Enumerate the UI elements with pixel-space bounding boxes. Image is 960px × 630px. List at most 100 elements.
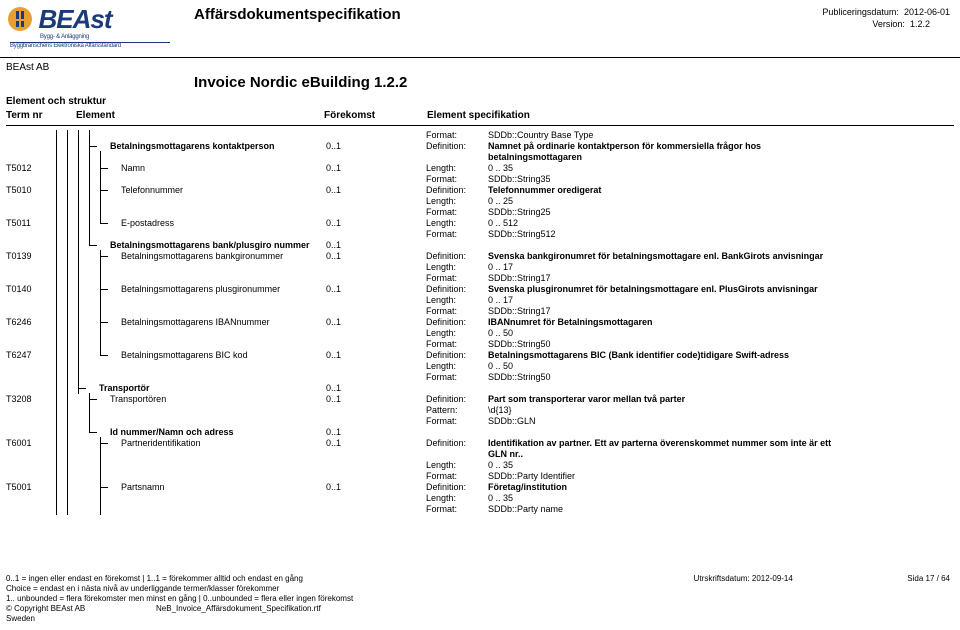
spec-pair: Format:SDDb::String35 [426,174,954,184]
spec-key: Length: [426,361,488,371]
occurrence: 0..1 [326,163,341,173]
content-area: Format:SDDb::Country Base TypeBetalnings… [6,130,954,566]
spec-row: Length:0 .. 17 [6,262,954,273]
term-nr: T5011 [6,218,54,228]
pub-date-value: 2012-06-01 [904,7,950,17]
term-nr: T6247 [6,350,54,360]
term-label: Transportör [99,383,150,393]
spec-row: Format:SDDb::String25 [6,207,954,218]
tree-cell [56,229,326,240]
tree-cell [56,273,326,284]
spec-value: SDDb::Party name [488,504,563,514]
spec-key: Definition: [426,141,488,151]
spec-value: SDDb::String17 [488,273,551,283]
spec-key: Definition: [426,185,488,195]
invoice-title: Invoice Nordic eBuilding 1.2.2 [194,74,407,91]
spec-key: Length: [426,493,488,503]
tree-cell [56,449,326,460]
tree-cell [56,361,326,372]
spec-row: Transportör 0..1 [6,383,954,394]
spec-pair: Definition:Identifikation av partner. Et… [426,438,954,448]
spec-value: Företag/institution [488,482,567,492]
tree-cell [56,328,326,339]
spec-row: T6247Betalningsmottagarens BIC kod0..1De… [6,350,954,361]
logo-block: BEAst Bygg- & Anläggning Byggbranschens … [6,4,112,35]
term-label: Betalningsmottagarens IBANnummer [121,317,270,327]
spec-key: Format: [426,504,488,514]
company-name: BEAst AB [6,62,49,73]
spec-pair: Length:0 .. 17 [426,262,954,272]
occurrence: 0..1 [326,350,341,360]
tree-cell: Namn [56,163,326,174]
spec-value: SDDb::Country Base Type [488,130,593,140]
spec-row: Length:0 .. 17 [6,295,954,306]
occurrence: 0..1 [326,394,341,404]
spec-pair: Format:SDDb::String17 [426,306,954,316]
spec-key: Length: [426,196,488,206]
occurrence: 0..1 [326,251,341,261]
term-label: E-postadress [121,218,174,228]
term-label: Betalningsmottagarens BIC kod [121,350,248,360]
print-date: Utrskriftsdatum: 2012-09-14 [694,574,793,583]
footer-filename: NeB_Invoice_Affärsdokument_Specifikation… [156,604,321,614]
spec-key: Definition: [426,284,488,294]
spec-row: T5011E-postadress0..1Length:0 .. 512 [6,218,954,229]
term-label: Transportören [110,394,166,404]
spec-row: Format:SDDb::Party Identifier [6,471,954,482]
spec-key: Format: [426,372,488,382]
term-label: Betalningsmottagarens plusgironummer [121,284,280,294]
spec-value: Betalningsmottagarens BIC (Bank identifi… [488,350,789,360]
tree-cell [56,416,326,427]
spec-pair: betalningsmottagaren [426,152,954,162]
spec-value: Telefonnummer oredigerat [488,185,601,195]
occurrence: 0..1 [326,427,341,437]
spec-pair: GLN nr.. [426,449,954,459]
spec-row: Length:0 .. 25 [6,196,954,207]
tree-cell [56,196,326,207]
spec-pair: Format:SDDb::String50 [426,339,954,349]
spec-key: Format: [426,306,488,316]
logo-icon [6,5,34,35]
occurrence: 0..1 [326,141,341,151]
footer-line-3: 1.. unbounded = flera förekomster men mi… [6,594,353,604]
publication-info: Publiceringsdatum: 2012-06-01 Version: 1… [822,6,950,30]
spec-pair: Format:SDDb::GLN [426,416,954,426]
tree-cell: Betalningsmottagarens bankgironummer [56,251,326,262]
spec-key: Definition: [426,251,488,261]
tree-cell: Betalningsmottagarens plusgironummer [56,284,326,295]
term-label: Betalningsmottagarens bankgironummer [121,251,283,261]
tree-cell: Partsnamn [56,482,326,493]
spec-pair: Length:0 .. 50 [426,328,954,338]
tree-cell [56,152,326,163]
term-nr: T3208 [6,394,54,404]
tree-cell [56,504,326,515]
spec-row: T6001Partneridentifikation0..1Definition… [6,438,954,449]
spec-key: Format: [426,207,488,217]
col-header-term-nr: Term nr [6,110,43,121]
tree-cell: Betalningsmottagarens bank/plusgiro numm… [56,240,326,251]
occurrence: 0..1 [326,383,341,393]
col-header-forekomst: Förekomst [324,110,375,121]
term-nr: T0140 [6,284,54,294]
spec-pair: Definition:IBANnumret för Betalningsmott… [426,317,954,327]
spec-key: Format: [426,339,488,349]
tree-cell: Transportör [56,383,326,394]
spec-row: Length:0 .. 50 [6,361,954,372]
version-value: 1.2.2 [910,19,930,29]
pub-date-label: Publiceringsdatum: [822,7,899,17]
spec-row: T5010Telefonnummer0..1Definition:Telefon… [6,185,954,196]
spec-row: T3208Transportören0..1Definition:Part so… [6,394,954,405]
spec-pair: Pattern:\d{13} [426,405,954,415]
tree-cell: Betalningsmottagarens IBANnummer [56,317,326,328]
spec-row: Betalningsmottagarens kontaktperson0..1D… [6,141,954,152]
occurrence: 0..1 [326,284,341,294]
spec-key: Definition: [426,394,488,404]
spec-row: betalningsmottagaren [6,152,954,163]
spec-value: 0 .. 35 [488,163,513,173]
footer-line-2: Choice = endast en i nästa nivå av under… [6,584,353,594]
spec-pair: Length:0 .. 35 [426,460,954,470]
term-nr: T6246 [6,317,54,327]
term-label: Telefonnummer [121,185,183,195]
term-label: Partneridentifikation [121,438,201,448]
spec-row: GLN nr.. [6,449,954,460]
